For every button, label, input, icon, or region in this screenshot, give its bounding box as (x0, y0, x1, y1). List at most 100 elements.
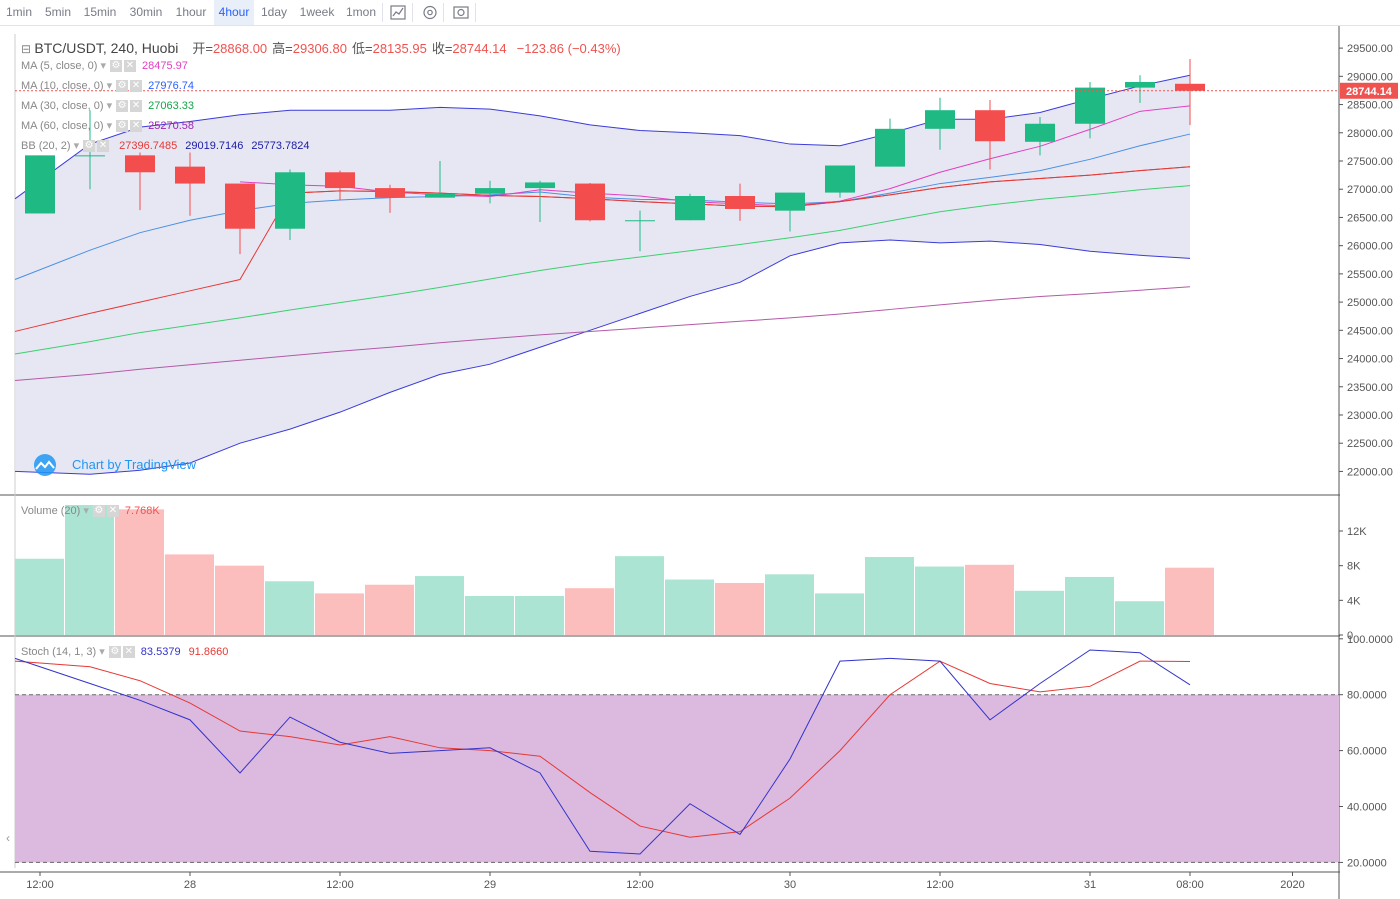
candle[interactable] (775, 192, 805, 232)
indicators-icon[interactable] (420, 3, 440, 22)
candle[interactable] (625, 210, 655, 252)
candle[interactable] (1075, 81, 1105, 139)
candle-body (1025, 123, 1055, 142)
ohlc-low-label: 低= (352, 41, 373, 56)
indicator-value: 27976.74 (148, 80, 195, 92)
candle-body (825, 165, 855, 193)
dropdown-chevron-icon[interactable]: ▾ (97, 60, 106, 72)
volume-legend-row: Volume (20) ▾ ⚙ ✕ 7.768K (21, 503, 160, 519)
candle[interactable] (675, 193, 705, 221)
timeframe-1mon[interactable]: 1mon (345, 5, 377, 19)
price-tick-label: 22000.00 (1347, 466, 1393, 478)
candle[interactable] (1025, 116, 1055, 156)
candle[interactable] (25, 155, 55, 214)
chart-type-icon[interactable] (388, 3, 408, 22)
volume-bar (365, 584, 414, 635)
scroll-left-icon[interactable]: ‹ (6, 831, 10, 845)
volume-bar (915, 566, 964, 635)
stoch-tick-label: 100.0000 (1347, 634, 1393, 646)
price-tick-label: 29500.00 (1347, 43, 1393, 55)
candle[interactable] (475, 180, 505, 204)
timeframe-4hour[interactable]: 4hour (214, 0, 254, 25)
bb-value: 25773.7824 (251, 140, 310, 152)
candle[interactable] (425, 160, 455, 198)
collapse-legend-icon[interactable]: ⊟ (21, 42, 35, 56)
volume-bar (965, 564, 1014, 635)
settings-gear-icon[interactable]: ⚙ (83, 140, 96, 153)
last-price-tag: 28744.14 (1346, 86, 1393, 98)
candle-body (125, 155, 155, 173)
timeframe-5min[interactable]: 5min (44, 5, 71, 19)
time-tick-label: 12:00 (326, 879, 354, 891)
remove-close-icon[interactable]: ✕ (130, 100, 143, 113)
timeframe-1hour[interactable]: 1hour (175, 5, 207, 19)
volume-bar (115, 509, 164, 635)
volume-bar (15, 558, 64, 635)
tradingview-watermark[interactable]: Chart by TradingView (30, 454, 196, 476)
dropdown-chevron-icon[interactable]: ▾ (70, 140, 80, 152)
settings-gear-icon[interactable]: ⚙ (116, 80, 129, 93)
time-tick-label: 30 (784, 879, 796, 891)
timeframe-30min[interactable]: 30min (129, 5, 163, 19)
candle[interactable] (575, 183, 605, 222)
candle[interactable] (125, 152, 155, 211)
indicator-value: 27063.33 (148, 100, 195, 112)
candle[interactable] (975, 100, 1005, 170)
chart-svg[interactable]: 28744.14 29500.00 29000.00 28500.00 28000.00… (0, 26, 1400, 899)
candle[interactable] (275, 169, 305, 241)
remove-close-icon[interactable]: ✕ (130, 80, 143, 93)
legend-buttons: ⚙ ✕ (116, 118, 144, 134)
remove-close-icon[interactable]: ✕ (124, 60, 136, 73)
remove-close-icon[interactable]: ✕ (122, 646, 135, 659)
candle[interactable] (225, 183, 255, 255)
candle[interactable] (375, 184, 405, 213)
price-tick-label: 26500.00 (1347, 212, 1393, 224)
timeframe-1day[interactable]: 1day (260, 5, 288, 19)
remove-close-icon[interactable]: ✕ (97, 140, 110, 153)
ohlc-close-label: 收= (431, 41, 453, 56)
candle[interactable] (925, 97, 955, 150)
stoch-d-line (14, 660, 1191, 838)
candle-body (375, 188, 405, 198)
remove-close-icon[interactable]: ✕ (130, 120, 143, 133)
price-tick-label: 23000.00 (1347, 410, 1393, 422)
candle-body (725, 195, 755, 209)
timeframe-1min[interactable]: 1min (5, 5, 32, 19)
candle[interactable] (725, 183, 755, 221)
candle-body (975, 110, 1005, 142)
settings-gear-icon[interactable]: ⚙ (92, 505, 105, 518)
candle[interactable] (1125, 75, 1155, 103)
candle[interactable] (525, 180, 555, 222)
candle-body (625, 220, 655, 222)
stoch-k-value: 83.5379 (140, 646, 181, 658)
legend-buttons: ⚙ ✕ (83, 138, 111, 154)
dropdown-chevron-icon[interactable]: ▾ (103, 100, 113, 112)
dropdown-chevron-icon[interactable]: ▾ (103, 120, 113, 132)
stoch-tick-label: 80.0000 (1347, 690, 1387, 702)
dropdown-chevron-icon[interactable]: ▾ (96, 646, 105, 658)
screenshot-icon[interactable] (451, 3, 471, 22)
candle[interactable] (825, 165, 855, 198)
settings-gear-icon[interactable]: ⚙ (116, 100, 129, 113)
candle[interactable] (325, 170, 355, 201)
settings-gear-icon[interactable]: ⚙ (116, 120, 129, 133)
volume-bar (415, 576, 464, 635)
candle-body (275, 172, 305, 229)
dropdown-chevron-icon[interactable]: ▾ (80, 505, 89, 517)
time-tick-label: 31 (1084, 879, 1096, 891)
settings-gear-icon[interactable]: ⚙ (108, 646, 121, 659)
time-tick-label: 08:00 (1176, 879, 1204, 891)
time-tick-label: 12:00 (626, 879, 654, 891)
volume-bar (815, 593, 864, 635)
candle[interactable] (175, 152, 205, 216)
remove-close-icon[interactable]: ✕ (106, 505, 119, 518)
candle-body (425, 193, 455, 198)
settings-gear-icon[interactable]: ⚙ (110, 60, 122, 73)
timeframe-15min[interactable]: 15min (83, 5, 117, 19)
candle[interactable] (875, 118, 905, 167)
indicator-label: MA (5, close, 0) (21, 60, 98, 72)
dropdown-chevron-icon[interactable]: ▾ (103, 80, 113, 92)
volume-bar (765, 574, 814, 635)
timeframe-1week[interactable]: 1week (299, 5, 335, 19)
candle[interactable] (1175, 59, 1205, 126)
